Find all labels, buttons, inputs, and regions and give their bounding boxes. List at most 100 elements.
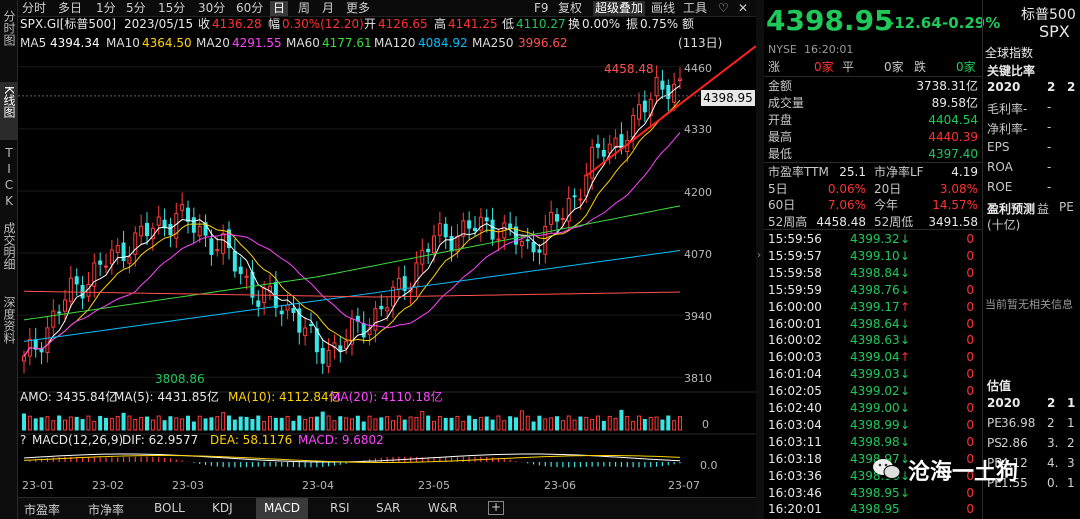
tick-price: 4398.64: [850, 316, 900, 331]
volume-bar: [584, 416, 589, 431]
tab-timeshare[interactable]: 分时图: [0, 6, 18, 66]
macd-bar: [105, 457, 107, 462]
tab-pe[interactable]: 市盈率: [24, 503, 61, 517]
period-60min[interactable]: 60分: [236, 1, 264, 15]
period-month[interactable]: 月: [322, 1, 335, 15]
macd-bar: [339, 462, 341, 465]
volume-bar: [496, 415, 501, 431]
ratio-row: ROE: [987, 180, 1013, 194]
volume-bar: [232, 419, 237, 431]
candle-body: [45, 327, 50, 353]
tick-time: 16:03:04: [768, 417, 822, 432]
add-indicator-button[interactable]: +: [488, 501, 504, 515]
metric-label: 市净率LF: [874, 165, 924, 179]
volume-bar: [619, 409, 624, 431]
tick-price: 4399.03: [850, 367, 900, 382]
super-overlay-button[interactable]: 超级叠加: [593, 1, 646, 16]
profit-unit: (十亿): [987, 218, 1021, 232]
tab-rsi[interactable]: RSI: [330, 501, 350, 515]
period-day[interactable]: 日: [270, 1, 289, 16]
ma20-label: MA20: [196, 36, 230, 50]
tab-sar[interactable]: SAR: [376, 501, 401, 515]
candle-body: [227, 229, 231, 249]
valuation-value: 4.: [1047, 456, 1059, 470]
price-tick: 4200: [684, 186, 712, 199]
key-ratio-title: 关键比率: [987, 64, 1036, 78]
draw-line-button[interactable]: 画线: [651, 1, 676, 15]
ratio-row: 净利率-: [987, 122, 1028, 136]
tab-kdj[interactable]: KDJ: [212, 501, 233, 515]
ma5-value: 4394.34: [50, 36, 100, 50]
macd-bar: [544, 462, 546, 467]
volume-bar: [555, 416, 559, 431]
restore-rights-button[interactable]: 复权: [558, 1, 583, 15]
tick-price: 4398.99: [850, 417, 900, 432]
period-more[interactable]: 更多: [346, 1, 371, 15]
ma10-label: MA10: [106, 36, 140, 50]
period-timeshare[interactable]: 分时: [22, 1, 47, 15]
volume-bar: [455, 415, 460, 431]
tab-kline[interactable]: K线图: [0, 82, 18, 140]
tick-time: 16:00:01: [768, 316, 822, 331]
macd-bar: [281, 462, 283, 467]
macd-bar: [614, 462, 617, 467]
metric-value: 3491.58: [928, 214, 978, 229]
tab-depth-data[interactable]: 深度资料: [0, 292, 18, 362]
close-icon[interactable]: ✕: [738, 1, 749, 15]
heart-icon[interactable]: ♡: [718, 1, 729, 15]
ratio-row: ROA: [987, 160, 1013, 174]
amount-value: 3738.31亿: [916, 79, 978, 93]
panel-splitter[interactable]: [756, 0, 764, 519]
tab-wr[interactable]: W&R: [428, 501, 458, 515]
period-15min[interactable]: 15分: [158, 1, 186, 15]
tab-macd[interactable]: MACD: [256, 498, 308, 519]
tab-tick[interactable]: TICK: [0, 142, 18, 212]
period-5min[interactable]: 5分: [126, 1, 146, 15]
tools-button[interactable]: 工具: [683, 1, 708, 15]
tick-time: 16:03:36: [768, 468, 822, 483]
tick-row: 15:59:57 4399.10 ↓ 0: [768, 247, 978, 265]
ratio-dash: -: [1047, 160, 1052, 174]
candle-body: [666, 84, 671, 99]
tab-trade-detail[interactable]: 成交明细: [0, 218, 18, 290]
tab-boll[interactable]: BOLL: [154, 501, 185, 515]
volume-bar: [660, 419, 665, 431]
metric-label: 60日: [768, 198, 796, 212]
macd-bar: [374, 458, 377, 462]
global-index-link[interactable]: 全球指数: [985, 46, 1034, 60]
candle-body: [63, 299, 67, 312]
macd-bar: [87, 457, 90, 462]
quote-row-amount: 金额 3738.31亿: [768, 77, 978, 95]
volume-bar: [654, 416, 659, 431]
period-30min[interactable]: 30分: [198, 1, 226, 15]
indicator-tabs: 市盈率 市净率 BOLL KDJ MACD RSI SAR W&R +: [18, 497, 756, 519]
tab-pb[interactable]: 市净率: [88, 503, 125, 517]
volume-bar: [420, 410, 425, 431]
help-icon[interactable]: ?: [20, 433, 27, 447]
macd-bar: [579, 462, 582, 468]
candle-body: [672, 83, 677, 103]
volume-bar: [373, 418, 378, 431]
candle-body: [678, 78, 682, 82]
ratio-row: EPS: [987, 140, 1010, 154]
collapse-arrow-icon[interactable]: ›: [757, 250, 761, 261]
macd-bar: [421, 457, 423, 462]
volume-bar: [648, 416, 653, 431]
volume-bar: [379, 417, 384, 431]
tick-price: 4399.04: [850, 350, 900, 365]
period-multiday[interactable]: 多日: [58, 1, 83, 15]
period-1min[interactable]: 1分: [96, 1, 116, 15]
period-week[interactable]: 周: [298, 1, 311, 15]
candle-body: [496, 238, 501, 241]
candle-body: [385, 307, 390, 312]
candle-body: [549, 211, 554, 225]
metric-row: 市盈率TTM 25.1 市净率LF 4.19: [768, 163, 978, 181]
val-col-header: 1: [1067, 396, 1076, 410]
kline-chart[interactable]: [18, 36, 756, 476]
f9-button[interactable]: F9: [534, 1, 549, 15]
volume-bar: [309, 416, 313, 431]
macd-dea-line: [23, 455, 681, 463]
quote-time: 16:20:01: [804, 43, 854, 56]
low-value: 4397.40: [928, 147, 978, 161]
bar-count-dropdown[interactable]: (113日): [678, 36, 723, 50]
